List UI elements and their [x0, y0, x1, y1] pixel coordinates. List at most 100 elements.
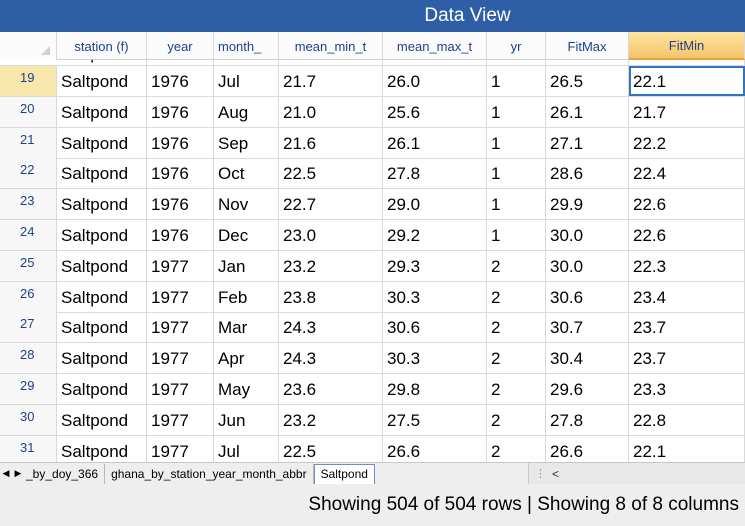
table-cell[interactable]: Jul: [214, 66, 279, 96]
table-row[interactable]: 29 Saltpond 1977 May 23.6 29.8 2 29.6 23.3: [0, 374, 745, 405]
row-number[interactable]: 22: [0, 158, 57, 189]
table-cell[interactable]: 1976: [147, 127, 214, 158]
table-row[interactable]: 23 Saltpond 1976 Nov 22.7 29.0 1 29.9 22.6: [0, 189, 745, 221]
table-cell[interactable]: 30.6: [383, 312, 487, 343]
table-row[interactable]: 20 Saltpond 1976 Aug 21.0 25.6 1 26.1 21.7: [0, 96, 745, 128]
table-cell[interactable]: 23.2: [279, 404, 383, 435]
row-number[interactable]: 19: [0, 66, 57, 96]
table-cell[interactable]: 29.3: [383, 250, 487, 281]
table-cell[interactable]: 1977: [147, 343, 214, 374]
table-cell[interactable]: 1977: [147, 435, 214, 462]
table-cell[interactable]: 23.0: [279, 220, 383, 250]
table-cell[interactable]: 1977: [147, 404, 214, 435]
table-cell[interactable]: 29.2: [383, 220, 487, 250]
table-cell[interactable]: Feb: [214, 281, 279, 312]
table-cell[interactable]: 22.2: [629, 127, 745, 158]
table-cell[interactable]: 21.7: [629, 96, 745, 127]
active-cell[interactable]: 22.1: [629, 66, 745, 96]
table-row[interactable]: 30 Saltpond 1977 Jun 23.2 27.5 2 27.8 22.8: [0, 404, 745, 436]
table-cell[interactable]: 23.4: [629, 281, 745, 312]
table-cell[interactable]: 23.8: [279, 281, 383, 312]
table-cell[interactable]: 1977: [147, 250, 214, 281]
table-cell[interactable]: 26.6: [546, 435, 629, 462]
table-cell[interactable]: Jan: [214, 250, 279, 281]
table-cell[interactable]: Saltpond: [57, 404, 147, 435]
table-cell[interactable]: 30.7: [546, 312, 629, 343]
table-cell[interactable]: 23.7: [629, 312, 745, 343]
table-cell[interactable]: 27.5: [383, 404, 487, 435]
table-cell[interactable]: 27.8: [546, 404, 629, 435]
table-cell[interactable]: 1976: [147, 96, 214, 127]
table-cell[interactable]: 29.0: [383, 189, 487, 220]
table-cell[interactable]: 26.1: [546, 96, 629, 127]
table-cell[interactable]: Saltpond: [57, 374, 147, 404]
table-cell[interactable]: Nov: [214, 189, 279, 220]
table-cell[interactable]: 29.6: [546, 374, 629, 404]
table-cell[interactable]: Saltpond: [57, 281, 147, 312]
table-row[interactable]: 22 Saltpond 1976 Oct 22.5 27.8 1 28.6 22.4: [0, 158, 745, 190]
table-cell[interactable]: 1: [487, 127, 546, 158]
table-cell[interactable]: 1: [487, 220, 546, 250]
table-cell[interactable]: Jun: [214, 404, 279, 435]
table-cell[interactable]: Saltpond: [57, 343, 147, 374]
table-cell[interactable]: 1977: [147, 312, 214, 343]
table-cell[interactable]: 1: [487, 96, 546, 127]
row-number[interactable]: 31: [0, 435, 57, 462]
table-row[interactable]: 31 Saltpond 1977 Jul 22.5 26.6 2 26.6 22.1: [0, 435, 745, 462]
table-cell[interactable]: 23.6: [279, 374, 383, 404]
table-cell[interactable]: 30.3: [383, 281, 487, 312]
table-cell[interactable]: Saltpond: [57, 435, 147, 462]
table-cell[interactable]: 21.0: [279, 96, 383, 127]
table-cell[interactable]: 29.8: [383, 374, 487, 404]
table-cell[interactable]: 2: [487, 312, 546, 343]
table-cell[interactable]: Aug: [214, 96, 279, 127]
table-cell[interactable]: Saltpond: [57, 312, 147, 343]
table-cell[interactable]: Sep: [214, 127, 279, 158]
table-cell[interactable]: 28.6: [546, 158, 629, 189]
table-cell[interactable]: Saltpond: [57, 250, 147, 281]
sheet-tab-ghana-by-station[interactable]: ghana_by_station_year_month_abbr: [105, 463, 314, 484]
table-cell[interactable]: 30.6: [546, 281, 629, 312]
table-cell[interactable]: 22.5: [279, 435, 383, 462]
data-grid[interactable]: station (f) year month_ mean_min_t mean_max_…: [0, 32, 745, 462]
row-number[interactable]: 25: [0, 250, 57, 281]
table-cell[interactable]: 1976: [147, 66, 214, 96]
column-header-station-f[interactable]: station (f): [57, 32, 147, 60]
table-cell[interactable]: 30.0: [546, 250, 629, 281]
table-cell[interactable]: 23.3: [629, 374, 745, 404]
table-cell[interactable]: Saltpond: [57, 66, 147, 96]
table-cell[interactable]: 22.6: [629, 220, 745, 250]
table-cell[interactable]: 27.8: [383, 158, 487, 189]
horizontal-scrollbar[interactable]: ⋮ <: [528, 463, 745, 484]
table-cell[interactable]: 26.1: [383, 127, 487, 158]
table-cell[interactable]: 30.0: [546, 220, 629, 250]
table-cell[interactable]: 29.9: [546, 189, 629, 220]
table-cell[interactable]: 26.0: [383, 66, 487, 96]
table-cell[interactable]: Dec: [214, 220, 279, 250]
table-cell[interactable]: 21.6: [279, 127, 383, 158]
table-cell[interactable]: 23.7: [629, 343, 745, 374]
table-cell[interactable]: 1977: [147, 281, 214, 312]
table-cell[interactable]: 22.5: [279, 158, 383, 189]
table-cell[interactable]: 27.1: [546, 127, 629, 158]
table-cell[interactable]: 21.7: [279, 66, 383, 96]
table-cell[interactable]: 1977: [147, 374, 214, 404]
table-cell[interactable]: Jul: [214, 435, 279, 462]
table-cell[interactable]: Saltpond: [57, 189, 147, 220]
column-header-year[interactable]: year: [147, 32, 214, 60]
table-cell[interactable]: 2: [487, 343, 546, 374]
table-cell[interactable]: Saltpond: [57, 96, 147, 127]
table-cell[interactable]: 1: [487, 158, 546, 189]
table-cell[interactable]: Saltpond: [57, 220, 147, 250]
select-all-corner[interactable]: [0, 32, 57, 60]
column-header-fitmax[interactable]: FitMax: [546, 32, 629, 60]
table-row[interactable]: 28 Saltpond 1977 Apr 24.3 30.3 2 30.4 23.7: [0, 343, 745, 375]
column-header-yr[interactable]: yr: [487, 32, 546, 60]
table-cell[interactable]: Saltpond: [57, 158, 147, 189]
table-cell[interactable]: 2: [487, 374, 546, 404]
table-row[interactable]: 24 Saltpond 1976 Dec 23.0 29.2 1 30.0 22.6: [0, 220, 745, 251]
table-cell[interactable]: 22.6: [629, 189, 745, 220]
row-number[interactable]: 20: [0, 96, 57, 127]
row-number[interactable]: 23: [0, 189, 57, 220]
row-number[interactable]: 24: [0, 220, 57, 250]
